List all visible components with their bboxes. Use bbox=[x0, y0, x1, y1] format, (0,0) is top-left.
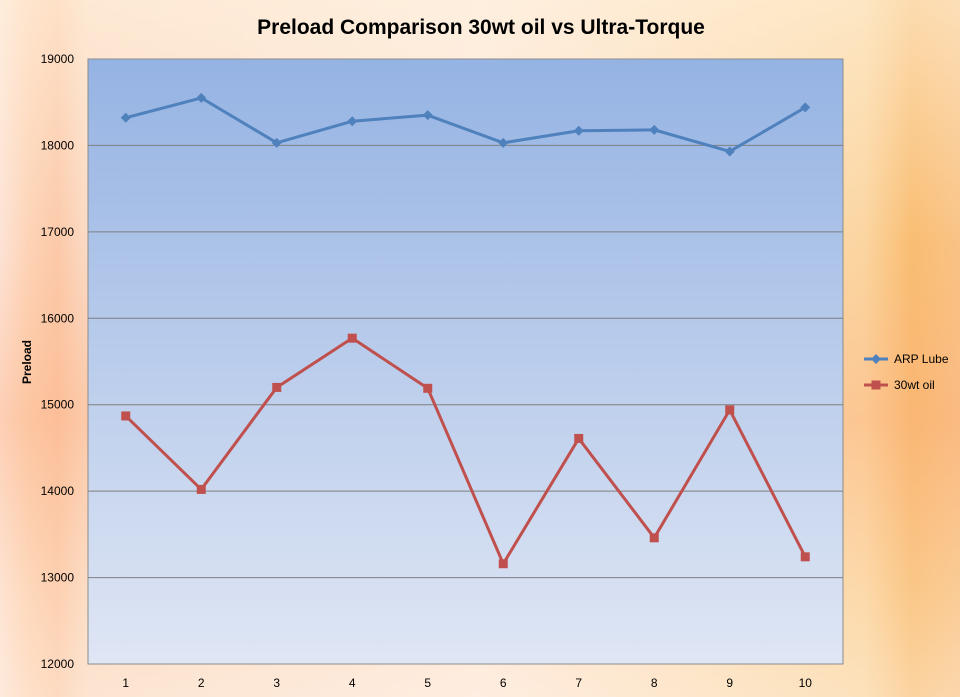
x-tick-label: 2 bbox=[198, 676, 205, 690]
series-1 bbox=[120, 92, 811, 157]
plot-area bbox=[87, 58, 844, 665]
legend-item: ARP Lube bbox=[864, 352, 949, 366]
y-axis-title: Preload bbox=[20, 340, 34, 384]
y-tick-label: 16000 bbox=[41, 311, 75, 325]
x-tick-label: 4 bbox=[349, 676, 356, 690]
series-line bbox=[124, 336, 807, 566]
legend-item: 30wt oil bbox=[864, 378, 935, 392]
data-point bbox=[423, 383, 433, 393]
y-tick-label: 17000 bbox=[41, 225, 75, 239]
data-point bbox=[196, 484, 206, 494]
y-tick-label: 14000 bbox=[41, 484, 75, 498]
data-point bbox=[347, 116, 358, 127]
data-point bbox=[725, 405, 735, 415]
chart-title: Preload Comparison 30wt oil vs Ultra-Tor… bbox=[257, 16, 705, 39]
legend-label: 30wt oil bbox=[894, 378, 935, 392]
x-tick-label: 3 bbox=[273, 676, 280, 690]
x-tick-label: 10 bbox=[799, 676, 813, 690]
legend-marker bbox=[871, 354, 881, 364]
data-point bbox=[347, 333, 357, 343]
data-point bbox=[573, 125, 584, 136]
data-point bbox=[121, 411, 131, 421]
y-tick-label: 12000 bbox=[41, 657, 75, 671]
data-point bbox=[649, 124, 660, 135]
y-tick-label: 18000 bbox=[41, 138, 75, 152]
legend-label: ARP Lube bbox=[894, 352, 949, 366]
data-point bbox=[724, 146, 735, 157]
legend-marker bbox=[871, 380, 881, 390]
y-tick-label: 13000 bbox=[41, 571, 75, 585]
y-tick-label: 15000 bbox=[41, 398, 75, 412]
series-2 bbox=[121, 333, 810, 569]
data-point bbox=[800, 102, 811, 113]
data-point bbox=[498, 559, 508, 569]
x-tick-label: 7 bbox=[575, 676, 582, 690]
data-point bbox=[196, 92, 207, 103]
data-point bbox=[271, 137, 282, 148]
data-point bbox=[800, 552, 810, 562]
data-point bbox=[498, 137, 509, 148]
data-point bbox=[649, 533, 659, 543]
series-line bbox=[125, 96, 807, 153]
data-point bbox=[272, 382, 282, 392]
x-tick-label: 1 bbox=[122, 676, 129, 690]
x-tick-label: 9 bbox=[726, 676, 733, 690]
x-tick-label: 8 bbox=[651, 676, 658, 690]
x-tick-label: 5 bbox=[424, 676, 431, 690]
y-tick-label: 19000 bbox=[41, 52, 75, 66]
data-point bbox=[120, 112, 131, 123]
x-tick-label: 6 bbox=[500, 676, 507, 690]
data-point bbox=[574, 433, 584, 443]
data-point bbox=[422, 110, 433, 121]
